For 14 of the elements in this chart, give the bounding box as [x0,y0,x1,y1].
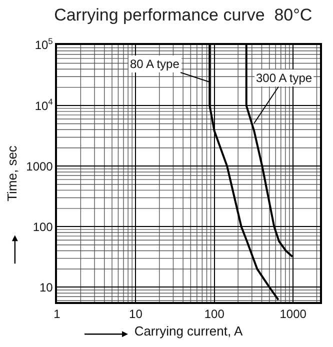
y-tick-label: 10$^{4}$ [34,96,54,113]
x-axis-title: Carrying current, A [134,323,244,338]
y-tick-label: 100 [32,220,54,234]
annotation: 300 A type [256,71,312,85]
y-tick-label: 1000 [26,159,54,174]
x-tick-label: 1000 [280,307,307,322]
x-tick-label: 1 [54,307,61,322]
x-tick-label: 10 [129,307,143,322]
y-axis-title: Time, sec [4,145,20,202]
x-tick-label: 100 [204,307,225,322]
chart-title: Carrying performance curve 80°C [54,6,312,25]
y-tick-label: 10 [39,280,54,294]
y-tick-label: 10$^{5}$ [34,36,54,52]
annotation: 80 A type [130,57,180,71]
